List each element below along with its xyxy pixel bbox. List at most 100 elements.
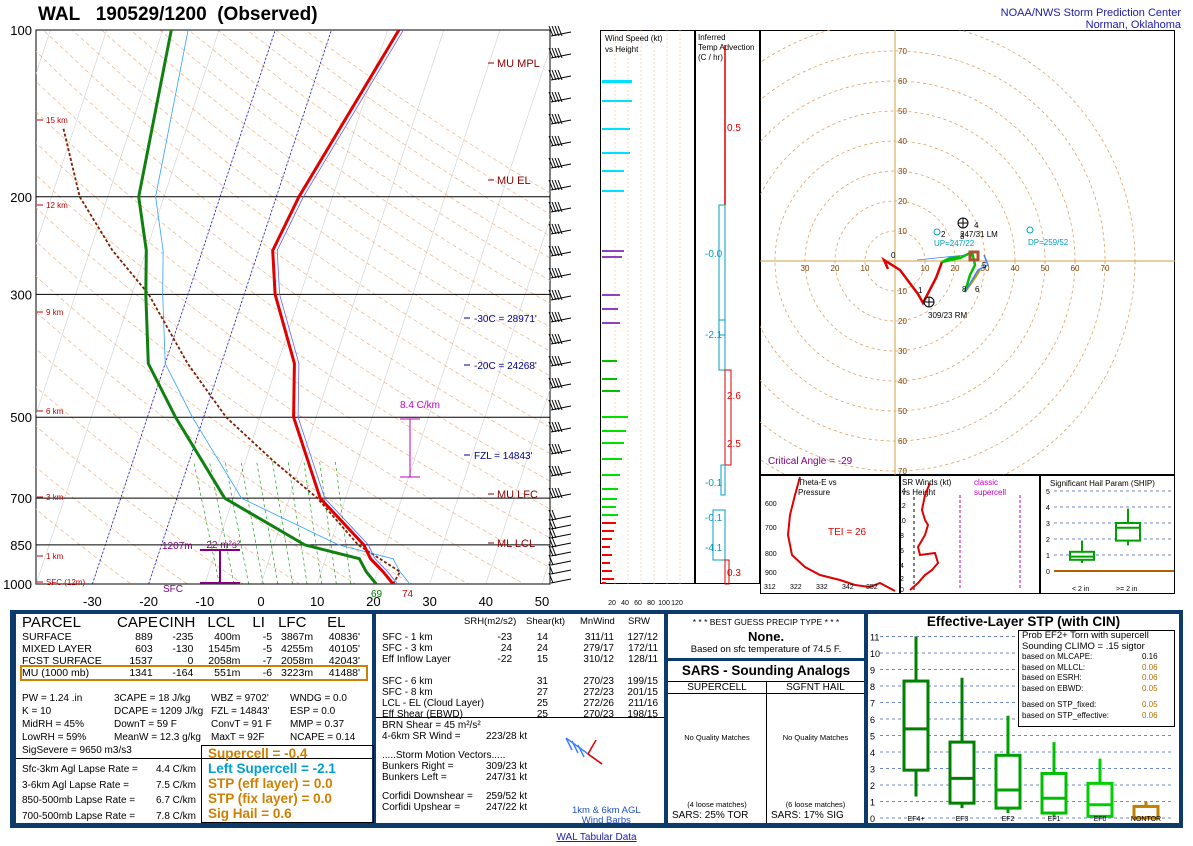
- stp-y-tick-11: 11: [870, 633, 879, 643]
- tadv-label-6: -0.1: [705, 478, 723, 489]
- stp-based-row-0: based on MLCAPE: 0.16: [1022, 652, 1174, 663]
- kin-cell: 311/11: [584, 632, 614, 643]
- mu-lfc-label: MU LFC: [497, 489, 538, 501]
- hodo-x-label-2: 10: [861, 264, 870, 273]
- sars-tor: SARS: 25% TOR: [672, 810, 749, 821]
- hodo-ring-label-40: 40: [898, 137, 907, 146]
- wind-speed-bar: [602, 474, 620, 476]
- hodo-ring-label-south-70: 70: [898, 467, 907, 475]
- ship-y-tick-3: 3: [1046, 521, 1050, 528]
- kin-row-0: SFC - 1 km -23 14 311/11 127/12: [382, 632, 662, 643]
- parcel-cell: MU (1000 mb): [22, 667, 90, 679]
- sars-no-match-2: No Quality Matches: [782, 733, 849, 742]
- tadv-label-7: -0.1: [705, 513, 723, 524]
- critical-angle-label: Critical Angle = -29: [768, 456, 853, 467]
- sars-loose-1: (4 loose matches): [687, 800, 747, 809]
- stp-based-row-2: based on ESRH: 0.06: [1022, 673, 1174, 684]
- index-col2-2: DownT = 59 F: [114, 719, 177, 730]
- theta-x-312: 312: [764, 584, 776, 591]
- temp-adv-title-2: Temp Advection: [698, 43, 754, 52]
- tadv-label-1: 0.5: [727, 123, 741, 134]
- stp-based-label: based on MLCAPE:: [1022, 652, 1093, 661]
- bottom-panel: PARCEL CAPE CINH LCL LI LFC EL SURFACE 88…: [10, 610, 1183, 828]
- wind-speed-title-1: Wind Speed (kt): [605, 34, 663, 43]
- wind-speed-bar: [602, 190, 624, 192]
- wind-speed-bar: [602, 390, 620, 392]
- wind-barb: [548, 201, 572, 213]
- pressure-label-300: 300: [10, 287, 32, 302]
- wind-speed-bar: [602, 360, 617, 362]
- srwind-h-10: 10: [900, 518, 906, 525]
- stp-box-ef0: [1086, 758, 1114, 818]
- kin-cell: SFC - 6 km: [382, 676, 433, 687]
- sr-wind-label: 4-6km SR Wind =: [382, 731, 461, 742]
- corfidi-down-row: Corfidi Downshear = 259/52 kt: [382, 791, 662, 802]
- lfc-header: LFC: [278, 614, 307, 631]
- bunkers-right-row: Bunkers Right = 309/23 kt: [382, 761, 662, 772]
- kin-cell: 27: [536, 687, 548, 698]
- left-supercell-value: Left Supercell = -2.1: [208, 761, 336, 776]
- bunkers-left-label: Bunkers Left =: [382, 772, 447, 783]
- kin-cell: 24: [536, 643, 548, 654]
- stp-y-tick-2: 2: [870, 781, 875, 791]
- ml-lcl-label: ML LCL: [497, 538, 535, 550]
- sars-loose-2: (6 loose matches): [785, 800, 846, 809]
- wind-barb: [548, 69, 572, 81]
- temp-label--20: -20: [139, 594, 158, 609]
- lapse-label: Sfc-3km Agl Lapse Rate =: [22, 764, 138, 775]
- composite-box: Supercell = -0.4 Left Supercell = -2.1 S…: [201, 745, 374, 823]
- pressure-label-700: 700: [10, 491, 32, 506]
- hodo-point-1: 1: [918, 286, 923, 295]
- wind-speed-bar: [602, 538, 612, 540]
- height-label-1: 12 km: [46, 201, 68, 210]
- wind-speed-bar: [602, 562, 610, 564]
- theta-title-2: Pressure: [798, 488, 831, 497]
- storm-motion-title: .....Storm Motion Vectors.....: [382, 750, 506, 761]
- wind-speed-bar: [602, 458, 622, 460]
- wind-speed-bar: [602, 378, 617, 380]
- hodo-point-8: 8: [962, 285, 967, 294]
- height-label-6: SFC (12m): [46, 578, 85, 587]
- kin-rows: SFC - 1 km -23 14 311/11 127/12 SFC - 3 km 24 2…: [382, 632, 662, 720]
- kin-row-5: SFC - 8 km 27 272/23 201/15: [382, 687, 662, 698]
- wind-barb: [548, 311, 572, 323]
- tadv-label-4: 2.6: [727, 391, 741, 402]
- sars-title: SARS - Sounding Analogs: [668, 661, 864, 682]
- wind-speed-bar: [602, 442, 624, 444]
- ship-y-tick-0: 0: [1046, 569, 1050, 576]
- stp-y-tick-7: 7: [870, 699, 875, 709]
- lapse-label: 3-6km Agl Lapse Rate =: [22, 779, 130, 791]
- stp-category-1: EF3: [956, 816, 969, 823]
- corfidi-up-value: 247/22 kt: [486, 802, 528, 813]
- sars-no-match-1: No Quality Matches: [684, 733, 750, 742]
- index-col1-4: SigSevere = 9650 m3/s3: [22, 745, 132, 756]
- stp-based-row-4: based on STP_fixed: 0.05: [1022, 700, 1174, 711]
- tabular-data-link[interactable]: WAL Tabular Data: [556, 832, 637, 843]
- lapse-rates: Sfc-3km Agl Lapse Rate = 4.4 C/km 3-6km Ag…: [22, 762, 202, 824]
- stp-based-value: 0.05: [1142, 683, 1158, 693]
- kin-header-shear: Shear(kt): [526, 616, 566, 627]
- srwind-h-4: 4: [900, 563, 904, 570]
- hodo-dp-label: DP=259/52: [1028, 238, 1069, 247]
- stp-prob-1: Prob EF2+ Torn with supercell: [1022, 630, 1149, 641]
- srwind-h-0: 0: [900, 587, 904, 594]
- kin-row-6: LCL - EL (Cloud Layer) 25 272/26 211/16: [382, 698, 662, 709]
- kin-cell: -23: [497, 632, 512, 643]
- wind-speed-bar: [602, 554, 612, 556]
- parcel-cell: MIXED LAYER: [22, 643, 92, 655]
- wind-speed-bar: [602, 80, 632, 83]
- hodo-x-label-6: 40: [1011, 264, 1020, 273]
- stp-panel: Effective-Layer STP (with CIN) 11 10 9 8 7 6 5…: [868, 614, 1179, 823]
- hodo-x-label-4: 20: [951, 264, 960, 273]
- ship-panel: Significant Hail Param (SHIP) 5 4 3 2 1 0 < 2…: [1040, 475, 1175, 594]
- wind-barb: [548, 135, 572, 147]
- wind-barb-icon: [565, 737, 603, 765]
- kin-cell: 201/15: [627, 687, 658, 698]
- bunkers-left-row: Bunkers Left = 247/31 kt: [382, 772, 662, 783]
- barb-note-2: Wind Barbs: [581, 815, 631, 826]
- cape-header: CAPE: [116, 614, 158, 631]
- index-col1-1: K = 10: [22, 706, 52, 717]
- parcel-trace: [62, 127, 402, 584]
- wind-barb: [548, 157, 572, 169]
